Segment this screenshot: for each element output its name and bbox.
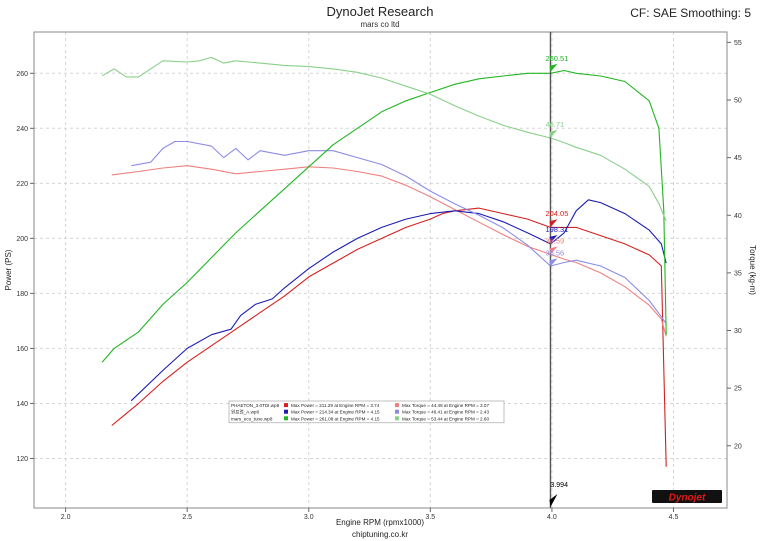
footer-credit: chiptuning.co.kr — [352, 530, 408, 539]
legend-file-name: PHAETON_3.0TDI.wp8 — [231, 403, 280, 408]
dynojet-logo: Dynojet — [652, 490, 722, 504]
point-value-label: 36.59 — [545, 237, 564, 246]
legend: PHAETON_3.0TDI.wp8 Max Power = 211.29 at … — [228, 400, 505, 424]
legend-max-torque: Max Torque = 44.48 at Engine RPM = 3.07 — [402, 403, 489, 408]
y2-tick-label: 50 — [734, 98, 742, 105]
y-tick-label: 160 — [16, 346, 28, 353]
y2-tick-label: 25 — [734, 386, 742, 393]
x-tick-label: 3.5 — [425, 514, 435, 521]
legend-swatch-torque — [395, 409, 399, 414]
point-marker-icon — [549, 246, 558, 255]
legend-box — [228, 400, 505, 424]
y-axis-label: Power (PS) — [4, 249, 13, 290]
chart-title: DynoJet Research — [327, 4, 434, 19]
legend-max-torque: Max Torque = 53.44 at Engine RPM = 2.60 — [402, 416, 489, 421]
y-tick-label: 220 — [16, 181, 28, 188]
legend-max-power: Max Power = 211.29 at Engine RPM = 3.74 — [291, 403, 380, 408]
y-tick-label: 140 — [16, 401, 28, 408]
point-marker-icon — [549, 219, 558, 228]
y-tick-label: 180 — [16, 291, 28, 298]
y2-tick-label: 30 — [734, 328, 742, 335]
x-tick-label: 4.0 — [547, 514, 557, 521]
point-marker-icon — [549, 129, 558, 138]
y-tick-label: 240 — [16, 126, 28, 133]
y-tick-label: 260 — [16, 71, 28, 78]
series-line-3 — [130, 199, 667, 402]
x-tick-label: 4.5 — [669, 514, 679, 521]
point-value-label: 35.56 — [545, 248, 564, 257]
cursor-arrow-icon — [549, 494, 558, 507]
point-value-label: 198.31 — [545, 225, 568, 234]
x-axis-label: Engine RPM (rpmx1000) — [336, 518, 424, 527]
point-value-label: 204.05 — [545, 209, 568, 218]
chart-subtitle: mars co ltd — [360, 20, 399, 29]
legend-swatch-power — [284, 403, 288, 408]
legend-swatch-torque — [395, 416, 399, 421]
legend-max-power: Max Power = 261.08 at Engine RPM = 4.15 — [291, 416, 380, 421]
legend-file-name: 원프럼_A.wp8 — [231, 409, 259, 415]
x-axis-ticks: 2.0 2.5 3.0 3.5 4.0 4.5 — [61, 508, 679, 521]
series-line-1 — [111, 207, 667, 467]
legend-file-name: mars_ecu_tune.wp8 — [231, 416, 273, 421]
y-tick-label: 120 — [16, 456, 28, 463]
cursor-layer[interactable]: 3.994 — [549, 32, 568, 508]
legend-max-power: Max Power = 214.34 at Engine RPM = 4.15 — [291, 410, 380, 415]
legend-swatch-power — [284, 409, 288, 414]
y2-tick-label: 40 — [734, 213, 742, 220]
y2-tick-label: 20 — [734, 443, 742, 450]
point-label-layer: 260.51 46.71 204.05 198.31 36.59 35.56 — [545, 54, 568, 267]
series-layer — [101, 56, 667, 467]
y2-tick-label: 45 — [734, 155, 742, 162]
cursor-rpm-label: 3.994 — [550, 482, 568, 489]
y-axis-ticks: 120 140 160 180 200 220 240 260 — [16, 71, 34, 463]
y2-tick-label: 35 — [734, 270, 742, 277]
x-tick-label: 2.0 — [61, 514, 71, 521]
cf-smoothing-text: CF: SAE Smoothing: 5 — [630, 6, 751, 20]
point-value-label: 46.71 — [545, 120, 564, 129]
legend-swatch-power — [284, 416, 288, 421]
series-line-6 — [101, 56, 667, 222]
y2-tick-label: 55 — [734, 40, 742, 47]
y-tick-label: 200 — [16, 236, 28, 243]
plot-frame — [33, 31, 728, 509]
legend-max-torque: Max Torque = 46.41 at Engine RPM = 2.43 — [402, 410, 489, 415]
grid-layer — [34, 32, 727, 508]
series-line-4 — [131, 140, 667, 324]
series-line-2 — [111, 165, 667, 337]
point-value-label: 260.51 — [545, 54, 568, 63]
point-marker-icon — [549, 63, 558, 72]
y2-axis-label: Torque (kg-m) — [748, 245, 757, 295]
y2-axis-ticks: 20 25 30 35 40 45 50 55 — [727, 40, 742, 450]
x-tick-label: 2.5 — [182, 514, 192, 521]
x-tick-label: 3.0 — [304, 514, 314, 521]
logo-text: Dynojet — [669, 493, 706, 504]
point-marker-icon — [549, 258, 558, 267]
series-line-5 — [101, 69, 667, 363]
legend-swatch-torque — [395, 403, 399, 408]
point-marker-icon — [549, 235, 558, 244]
